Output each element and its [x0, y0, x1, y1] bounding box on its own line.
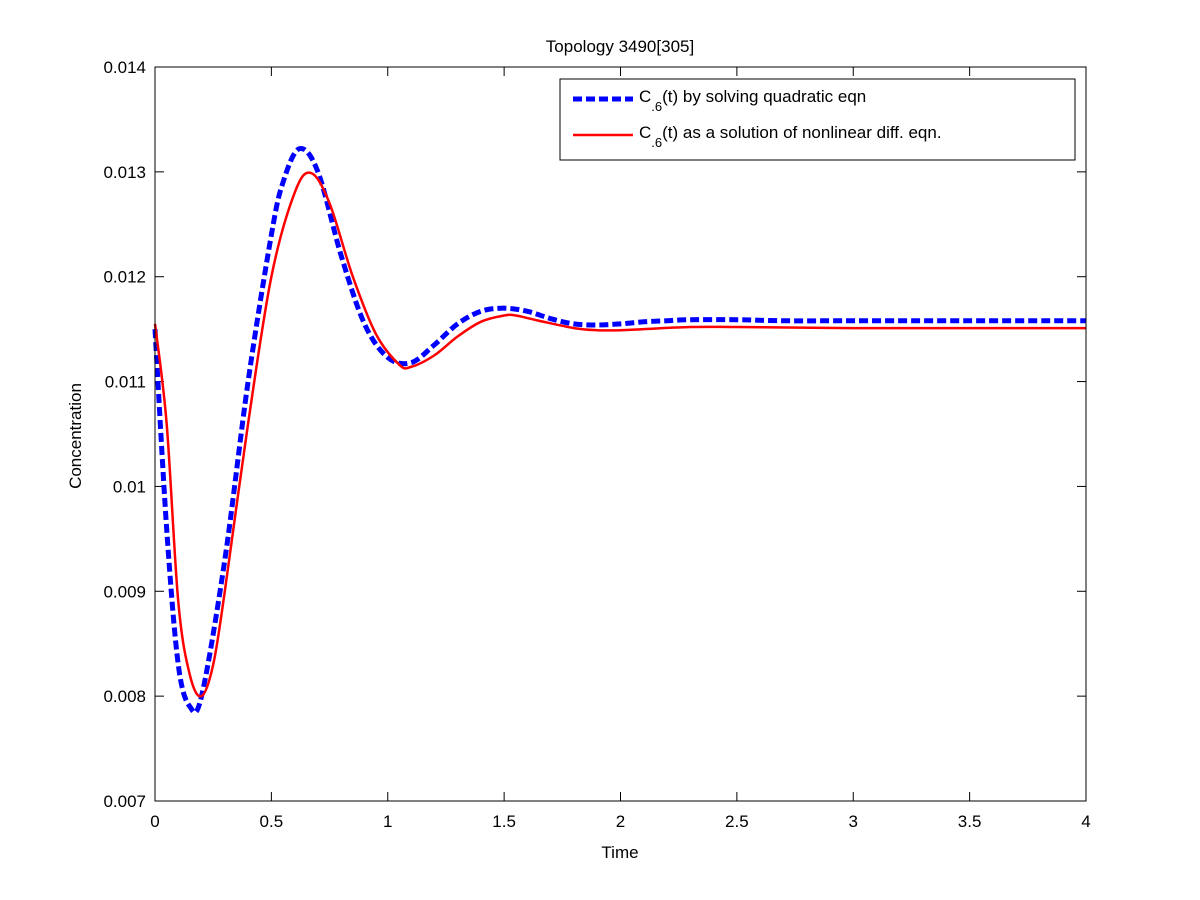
y-tick-label: 0.01	[113, 477, 146, 496]
series-line-2	[153, 171, 1086, 698]
y-tick-label: 0.014	[103, 58, 146, 77]
x-tick-label: 1.5	[492, 812, 516, 831]
x-tick-label: 2	[616, 812, 625, 831]
legend-label-2: C.6(t) as a solution of nonlinear diff. …	[639, 123, 942, 150]
legend: C.6(t) by solving quadratic eqn C.6(t) as…	[559, 78, 1076, 161]
x-tick-label: 3.5	[958, 812, 982, 831]
legend-label-1: C.6(t) by solving quadratic eqn	[639, 87, 866, 114]
series-line-1	[152, 146, 1086, 716]
x-tick-label: 1	[383, 812, 392, 831]
y-tick-label: 0.013	[103, 163, 146, 182]
x-tick-label: 3	[849, 812, 858, 831]
plot-frame	[154, 66, 1087, 802]
x-tick-label: 0.5	[260, 812, 284, 831]
x-axis-label: Time	[601, 843, 638, 862]
y-tick-label: 0.007	[103, 792, 146, 811]
legend-box	[559, 78, 1076, 161]
plot-lines	[152, 146, 1086, 716]
y-tick-label: 0.012	[103, 268, 146, 287]
y-tick-label: 0.008	[103, 687, 146, 706]
axis-ticks: 0 0.5 1 1.5 2 2.5 3 3.5 4 0.007 0.008 0.009 0.01 0.01…	[103, 58, 1090, 831]
x-tick-label: 4	[1081, 812, 1090, 831]
chart-title: Topology 3490[305]	[546, 37, 694, 56]
y-tick-label: 0.009	[103, 582, 146, 601]
x-tick-label: 0	[150, 812, 159, 831]
x-tick-label: 2.5	[725, 812, 749, 831]
y-tick-label: 0.011	[105, 373, 146, 392]
y-axis-label: Concentration	[66, 383, 85, 489]
